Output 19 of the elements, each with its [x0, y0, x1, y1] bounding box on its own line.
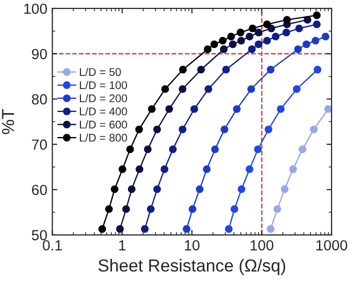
legend-label: L/D = 800: [80, 134, 128, 142]
y-tick-label: 100: [24, 4, 47, 14]
legend-label: L/D = 600: [80, 120, 128, 129]
y-tick-label: 70: [32, 139, 47, 150]
x-axis-title: Sheet Resistance (Ω/sq): [98, 258, 286, 276]
legend-label: L/D = 200: [80, 94, 128, 102]
x-tick-label: 100: [250, 240, 274, 250]
x-tick-label: 1000: [316, 240, 348, 250]
y-tick-label: 90: [32, 48, 47, 60]
x-tick-label: 10: [184, 240, 200, 250]
y-tick-label: 80: [32, 94, 47, 104]
legend-label: L/D = 400: [80, 107, 128, 116]
y-axis-title: %T: [2, 109, 14, 134]
x-tick-label: 1: [119, 240, 126, 250]
y-tick-label: 60: [32, 184, 47, 196]
x-tick-label: 0.1: [42, 240, 62, 250]
legend-label: L/D = 50: [80, 68, 121, 76]
y-tick-label: 50: [32, 230, 47, 240]
legend-label: L/D = 100: [80, 80, 128, 90]
